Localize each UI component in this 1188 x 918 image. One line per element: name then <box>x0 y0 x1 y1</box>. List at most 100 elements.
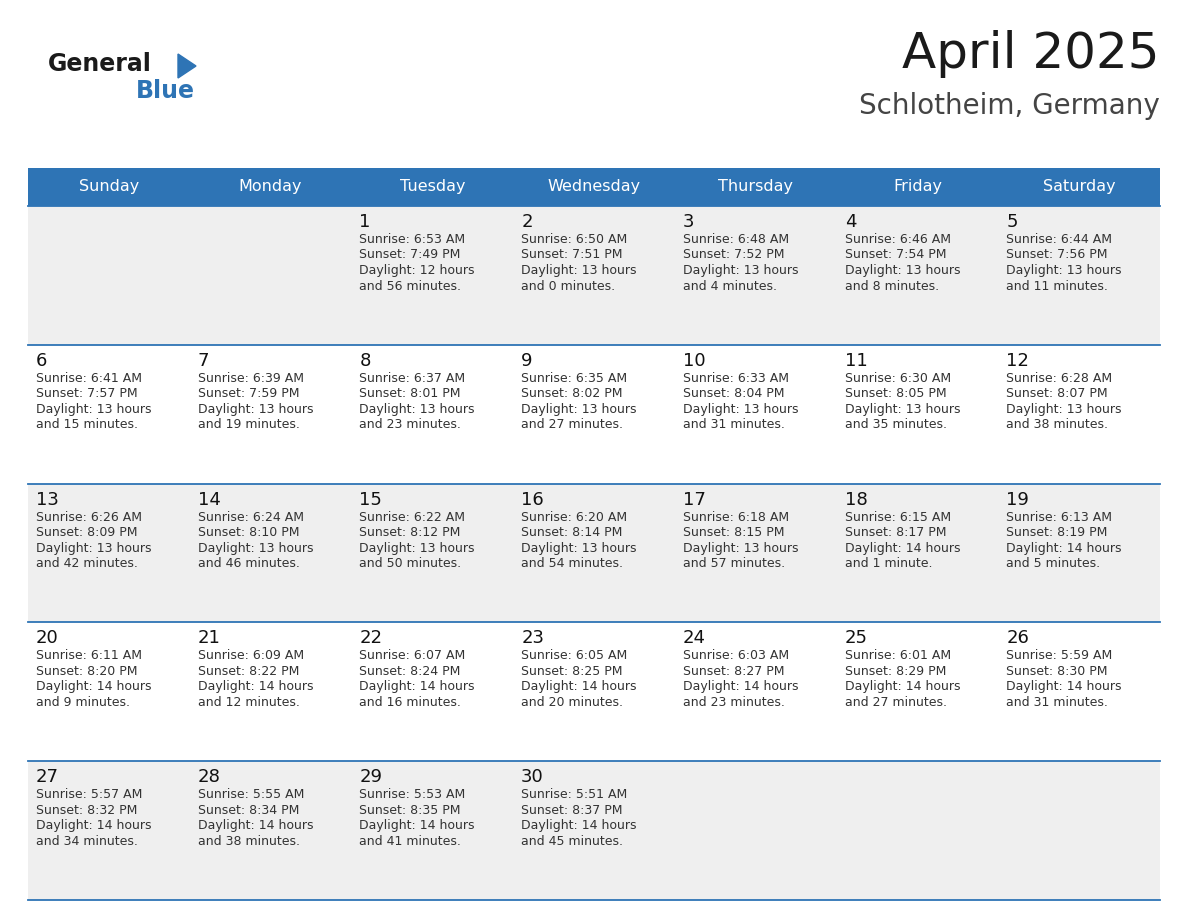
Text: Sunset: 7:52 PM: Sunset: 7:52 PM <box>683 249 784 262</box>
Text: Sunset: 8:29 PM: Sunset: 8:29 PM <box>845 665 946 677</box>
Text: Daylight: 14 hours: Daylight: 14 hours <box>360 819 475 833</box>
Text: Sunset: 8:10 PM: Sunset: 8:10 PM <box>197 526 299 539</box>
Text: 1: 1 <box>360 213 371 231</box>
Text: Sunrise: 6:18 AM: Sunrise: 6:18 AM <box>683 510 789 523</box>
Text: Sunday: Sunday <box>78 180 139 195</box>
Text: Schlotheim, Germany: Schlotheim, Germany <box>859 92 1159 120</box>
Text: 24: 24 <box>683 630 706 647</box>
Text: and 42 minutes.: and 42 minutes. <box>36 557 138 570</box>
Text: Sunrise: 6:26 AM: Sunrise: 6:26 AM <box>36 510 143 523</box>
Text: Sunset: 7:54 PM: Sunset: 7:54 PM <box>845 249 946 262</box>
Text: Sunrise: 6:39 AM: Sunrise: 6:39 AM <box>197 372 304 385</box>
Text: Sunset: 8:12 PM: Sunset: 8:12 PM <box>360 526 461 539</box>
Text: Sunrise: 6:53 AM: Sunrise: 6:53 AM <box>360 233 466 246</box>
Text: and 5 minutes.: and 5 minutes. <box>1006 557 1100 570</box>
Text: Sunrise: 6:07 AM: Sunrise: 6:07 AM <box>360 649 466 663</box>
Text: and 9 minutes.: and 9 minutes. <box>36 696 129 709</box>
Text: and 20 minutes.: and 20 minutes. <box>522 696 624 709</box>
Text: Tuesday: Tuesday <box>399 180 465 195</box>
Text: and 15 minutes.: and 15 minutes. <box>36 419 138 431</box>
Text: Sunset: 8:32 PM: Sunset: 8:32 PM <box>36 803 138 817</box>
Text: Daylight: 14 hours: Daylight: 14 hours <box>683 680 798 693</box>
Text: 13: 13 <box>36 490 59 509</box>
Text: Sunset: 8:14 PM: Sunset: 8:14 PM <box>522 526 623 539</box>
Text: 29: 29 <box>360 768 383 786</box>
Text: 22: 22 <box>360 630 383 647</box>
Bar <box>29 206 1159 345</box>
Text: Daylight: 13 hours: Daylight: 13 hours <box>845 264 960 277</box>
Text: Sunrise: 6:09 AM: Sunrise: 6:09 AM <box>197 649 304 663</box>
Bar <box>29 622 1159 761</box>
Text: Daylight: 13 hours: Daylight: 13 hours <box>1006 264 1121 277</box>
Text: Sunset: 8:01 PM: Sunset: 8:01 PM <box>360 387 461 400</box>
Text: Sunset: 8:35 PM: Sunset: 8:35 PM <box>360 803 461 817</box>
Bar <box>29 168 1159 206</box>
Text: Wednesday: Wednesday <box>548 180 640 195</box>
Bar <box>29 484 1159 622</box>
Text: April 2025: April 2025 <box>903 30 1159 78</box>
Text: Sunset: 8:19 PM: Sunset: 8:19 PM <box>1006 526 1107 539</box>
Text: 16: 16 <box>522 490 544 509</box>
Text: Sunrise: 6:41 AM: Sunrise: 6:41 AM <box>36 372 143 385</box>
Text: Daylight: 13 hours: Daylight: 13 hours <box>683 542 798 554</box>
Text: and 31 minutes.: and 31 minutes. <box>683 419 785 431</box>
Text: Sunset: 7:57 PM: Sunset: 7:57 PM <box>36 387 138 400</box>
Polygon shape <box>178 54 196 78</box>
Text: Daylight: 14 hours: Daylight: 14 hours <box>522 819 637 833</box>
Text: Sunset: 8:15 PM: Sunset: 8:15 PM <box>683 526 784 539</box>
Text: Sunrise: 5:59 AM: Sunrise: 5:59 AM <box>1006 649 1112 663</box>
Text: and 54 minutes.: and 54 minutes. <box>522 557 624 570</box>
Text: Daylight: 13 hours: Daylight: 13 hours <box>683 264 798 277</box>
Text: and 27 minutes.: and 27 minutes. <box>845 696 947 709</box>
Text: Thursday: Thursday <box>719 180 794 195</box>
Text: and 27 minutes.: and 27 minutes. <box>522 419 624 431</box>
Bar <box>29 761 1159 900</box>
Text: and 23 minutes.: and 23 minutes. <box>360 419 461 431</box>
Text: Sunset: 8:09 PM: Sunset: 8:09 PM <box>36 526 138 539</box>
Text: 11: 11 <box>845 352 867 370</box>
Text: Sunset: 8:22 PM: Sunset: 8:22 PM <box>197 665 299 677</box>
Text: 27: 27 <box>36 768 59 786</box>
Text: Daylight: 14 hours: Daylight: 14 hours <box>845 680 960 693</box>
Text: and 38 minutes.: and 38 minutes. <box>1006 419 1108 431</box>
Text: Daylight: 13 hours: Daylight: 13 hours <box>360 542 475 554</box>
Text: 20: 20 <box>36 630 58 647</box>
Text: Monday: Monday <box>239 180 302 195</box>
Text: Daylight: 12 hours: Daylight: 12 hours <box>360 264 475 277</box>
Text: Sunset: 8:17 PM: Sunset: 8:17 PM <box>845 526 946 539</box>
Text: and 23 minutes.: and 23 minutes. <box>683 696 785 709</box>
Text: Sunrise: 5:55 AM: Sunrise: 5:55 AM <box>197 789 304 801</box>
Text: Daylight: 13 hours: Daylight: 13 hours <box>36 403 152 416</box>
Text: Saturday: Saturday <box>1043 180 1116 195</box>
Text: Sunrise: 5:53 AM: Sunrise: 5:53 AM <box>360 789 466 801</box>
Text: and 38 minutes.: and 38 minutes. <box>197 834 299 847</box>
Text: Sunrise: 6:24 AM: Sunrise: 6:24 AM <box>197 510 304 523</box>
Text: and 8 minutes.: and 8 minutes. <box>845 279 939 293</box>
Text: 25: 25 <box>845 630 867 647</box>
Text: Sunrise: 5:57 AM: Sunrise: 5:57 AM <box>36 789 143 801</box>
Text: Sunrise: 6:20 AM: Sunrise: 6:20 AM <box>522 510 627 523</box>
Text: 8: 8 <box>360 352 371 370</box>
Text: Daylight: 13 hours: Daylight: 13 hours <box>360 403 475 416</box>
Text: Sunset: 8:20 PM: Sunset: 8:20 PM <box>36 665 138 677</box>
Text: 18: 18 <box>845 490 867 509</box>
Text: Sunrise: 5:51 AM: Sunrise: 5:51 AM <box>522 789 627 801</box>
Text: Sunrise: 6:13 AM: Sunrise: 6:13 AM <box>1006 510 1112 523</box>
Text: Sunset: 7:59 PM: Sunset: 7:59 PM <box>197 387 299 400</box>
Text: Sunrise: 6:15 AM: Sunrise: 6:15 AM <box>845 510 950 523</box>
Text: 9: 9 <box>522 352 532 370</box>
Text: Sunrise: 6:35 AM: Sunrise: 6:35 AM <box>522 372 627 385</box>
Text: 10: 10 <box>683 352 706 370</box>
Text: Sunset: 8:24 PM: Sunset: 8:24 PM <box>360 665 461 677</box>
Text: Sunrise: 6:05 AM: Sunrise: 6:05 AM <box>522 649 627 663</box>
Text: 17: 17 <box>683 490 706 509</box>
Text: and 16 minutes.: and 16 minutes. <box>360 696 461 709</box>
Text: Daylight: 13 hours: Daylight: 13 hours <box>197 542 314 554</box>
Bar <box>29 345 1159 484</box>
Text: Daylight: 13 hours: Daylight: 13 hours <box>522 403 637 416</box>
Text: Daylight: 14 hours: Daylight: 14 hours <box>197 819 314 833</box>
Text: Sunset: 8:04 PM: Sunset: 8:04 PM <box>683 387 784 400</box>
Text: and 4 minutes.: and 4 minutes. <box>683 279 777 293</box>
Text: and 12 minutes.: and 12 minutes. <box>197 696 299 709</box>
Text: and 45 minutes.: and 45 minutes. <box>522 834 624 847</box>
